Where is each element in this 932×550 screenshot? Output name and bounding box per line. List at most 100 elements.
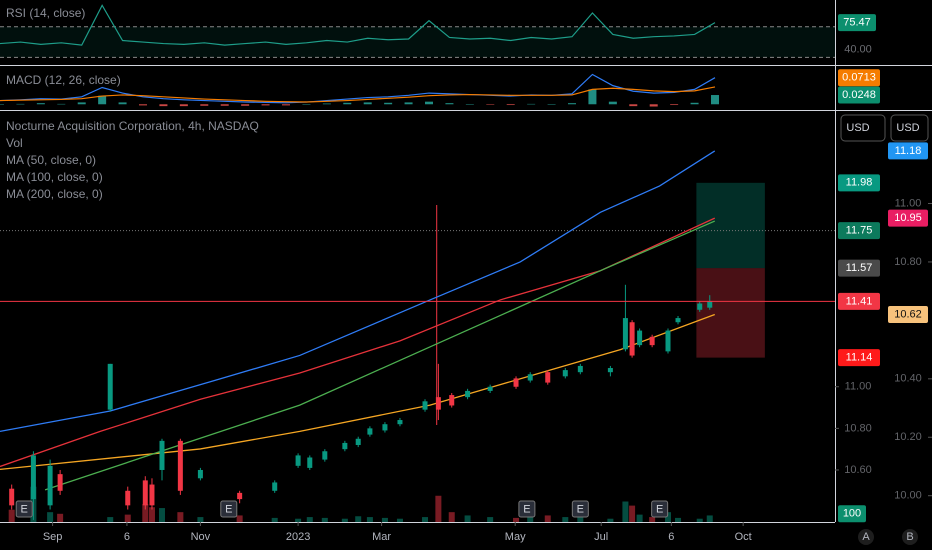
candle-body xyxy=(707,301,713,308)
macd-histogram xyxy=(118,102,127,105)
footer-button-label[interactable]: B xyxy=(906,531,913,543)
macd-histogram xyxy=(547,104,556,105)
moving-average xyxy=(0,217,716,468)
candle-body xyxy=(527,374,533,381)
macd-histogram xyxy=(282,104,290,106)
volume-bar xyxy=(487,517,494,522)
candle-body xyxy=(149,484,155,506)
position-loss xyxy=(696,268,765,358)
volume-bar xyxy=(8,509,15,522)
x-tick-label: 6 xyxy=(124,531,130,543)
price-line-label-bg xyxy=(838,222,880,240)
macd-histogram xyxy=(711,95,719,105)
x-tick-label: Nov xyxy=(191,531,211,543)
moving-average xyxy=(0,313,715,471)
y-tick-label: 10.60 xyxy=(844,464,872,476)
macd-histogram xyxy=(98,95,107,105)
legend-entry: MA (200, close, 0) xyxy=(6,187,103,201)
ma-last-label-bg xyxy=(888,209,928,227)
currency-button[interactable] xyxy=(890,114,929,142)
footer-button-label[interactable]: A xyxy=(862,531,870,543)
volume-bar xyxy=(107,517,114,522)
candle-body xyxy=(435,397,441,410)
macd-histogram xyxy=(445,103,454,105)
candle-body xyxy=(367,428,373,435)
macd-histogram xyxy=(690,102,699,105)
signal-line xyxy=(0,86,716,103)
macd-last-label-bg xyxy=(838,69,880,87)
footer-button[interactable] xyxy=(858,529,874,545)
x-tick-label: Sep xyxy=(43,531,63,543)
x-tick-label: Mar xyxy=(372,531,391,543)
earnings-marker xyxy=(518,500,536,518)
currency-button[interactable] xyxy=(840,114,886,142)
volume-bar xyxy=(544,515,551,522)
macd-histogram xyxy=(0,104,4,105)
candle-body xyxy=(9,488,15,506)
candle-body xyxy=(107,363,113,410)
macd-histogram xyxy=(159,104,168,107)
candle-body xyxy=(47,465,53,506)
footer-button[interactable] xyxy=(902,529,918,545)
candle-body xyxy=(422,401,428,410)
ma-last-label: 10.62 xyxy=(894,308,922,320)
candle-body xyxy=(307,457,313,468)
macd-histogram xyxy=(670,104,679,106)
chart-title: Nocturne Acquisition Corporation, 4h, NA… xyxy=(6,119,259,133)
candle-body xyxy=(665,330,671,352)
earnings-label: E xyxy=(523,503,530,515)
x-tick-label: 2023 xyxy=(286,531,310,543)
trend-line xyxy=(44,220,716,491)
volume-bar xyxy=(158,508,165,522)
candle-body xyxy=(177,440,183,491)
entry-label: 11.57 xyxy=(846,262,873,274)
x-tick-label: May xyxy=(505,531,526,543)
candle-body xyxy=(272,482,278,491)
candle-body xyxy=(237,492,243,500)
candle-body xyxy=(562,370,568,377)
ma-last-label-bg xyxy=(888,306,928,324)
volume-bar xyxy=(577,516,584,522)
macd-histogram xyxy=(384,102,393,105)
volume-bar xyxy=(321,517,328,522)
macd-histogram xyxy=(404,102,413,105)
x-tick-label: 6 xyxy=(668,531,674,543)
macd-histogram xyxy=(568,103,576,105)
volume-bar xyxy=(177,512,184,522)
y2-tick-label: 10.20 xyxy=(894,431,922,443)
earnings-label: E xyxy=(577,503,584,515)
macd-last-label: 0.0713 xyxy=(842,72,876,84)
candle-body xyxy=(159,440,165,470)
legend-entry: MA (100, close, 0) xyxy=(6,170,103,184)
macd-title: MACD (12, 26, close) xyxy=(6,73,121,87)
volume-bar xyxy=(366,517,373,522)
candle-body xyxy=(397,420,403,425)
volume-bar xyxy=(306,517,313,522)
candle-body xyxy=(142,480,148,506)
candle-body xyxy=(637,330,643,346)
currency-button-label[interactable]: USD xyxy=(896,122,919,134)
candle-body xyxy=(382,424,388,431)
ma-last-label-bg xyxy=(888,142,928,160)
price-line-label: 11.75 xyxy=(846,225,873,237)
position-profit xyxy=(696,182,765,269)
candle-body xyxy=(322,451,328,460)
volume-bar xyxy=(636,514,643,522)
candle-body xyxy=(465,390,471,398)
candle-body xyxy=(649,336,655,346)
macd-histogram xyxy=(139,104,147,106)
volume-bar xyxy=(341,518,348,522)
volume-bar xyxy=(562,517,569,522)
candle-body xyxy=(697,303,703,310)
rsi-tick-label: 40.00 xyxy=(844,44,872,56)
candle-body xyxy=(675,318,681,323)
earnings-label: E xyxy=(656,503,663,515)
currency-button-label[interactable]: USD xyxy=(846,122,869,134)
volume-bar xyxy=(124,514,131,522)
candle-body xyxy=(197,469,203,479)
last-price-label: 11.41 xyxy=(846,295,873,307)
volume-bar xyxy=(607,518,614,522)
y-tick-label: 10.80 xyxy=(844,422,872,434)
candle-body xyxy=(545,372,551,383)
